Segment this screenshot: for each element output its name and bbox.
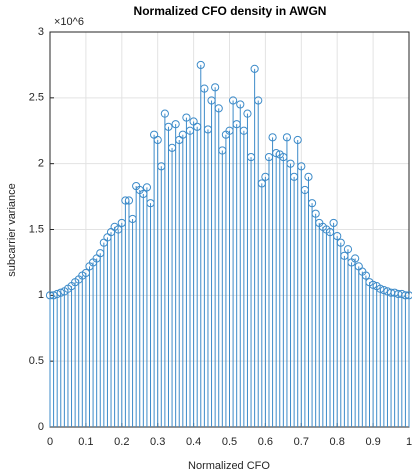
x-tick-label: 0.7 <box>294 436 309 448</box>
y-exponent: ×10^6 <box>54 16 84 28</box>
stem-marker <box>361 271 371 280</box>
stem-marker <box>182 113 191 122</box>
stem-marker <box>254 96 263 105</box>
y-tick-label: 2 <box>38 158 44 170</box>
stem-marker <box>333 231 342 241</box>
stem-marker <box>171 120 180 129</box>
stem-marker <box>214 104 223 113</box>
stem-marker <box>311 209 320 218</box>
x-tick-label: 0.4 <box>186 436 201 448</box>
x-tick-label: 0 <box>47 436 53 448</box>
y-tick-label: 2.5 <box>29 92 44 104</box>
y-tick-label: 0 <box>38 421 44 433</box>
y-axis-label: subcarrier variance <box>6 183 18 277</box>
y-tick-label: 3 <box>38 26 44 38</box>
stem-marker <box>379 285 388 295</box>
x-tick-label: 0.3 <box>150 436 165 448</box>
stem-marker <box>228 96 238 105</box>
stem-marker <box>200 84 209 93</box>
stem-marker <box>304 172 313 181</box>
y-tick-label: 1 <box>38 289 44 301</box>
x-tick-label: 1 <box>406 436 412 448</box>
stem-marker <box>351 254 360 263</box>
stem-marker <box>153 135 162 145</box>
stem-marker <box>376 284 385 293</box>
stem-marker <box>282 133 292 142</box>
stem-marker <box>268 133 277 142</box>
stem-marker <box>307 199 317 208</box>
y-tick-label: 1.5 <box>29 223 44 235</box>
x-tick-label: 0.8 <box>330 436 345 448</box>
stem-marker <box>142 183 152 192</box>
x-tick-label: 0.5 <box>222 436 237 448</box>
chart-title: Normalized CFO density in AWGN <box>134 4 327 18</box>
stem-marker <box>336 238 345 247</box>
x-tick-label: 0.1 <box>78 436 93 448</box>
x-axis-label: Normalized CFO <box>188 460 270 472</box>
stem-marker <box>286 159 295 168</box>
stem-marker <box>329 218 338 228</box>
stem-marker <box>343 245 353 254</box>
stem-marker <box>124 196 134 205</box>
x-tick-label: 0.9 <box>365 436 380 448</box>
x-tick-label: 0.2 <box>114 436 129 448</box>
stem-marker <box>236 100 245 109</box>
y-tick-label: 0.5 <box>29 355 44 367</box>
stem-marker <box>250 64 259 73</box>
stem-marker <box>211 83 220 92</box>
stem-marker <box>164 122 173 131</box>
stem-marker <box>160 109 169 118</box>
stem-marker <box>404 291 412 300</box>
stem-marker <box>369 280 378 289</box>
stem-marker <box>196 60 205 70</box>
stem-marker <box>272 149 281 158</box>
stem-marker <box>243 109 252 118</box>
stem-marker <box>297 162 306 171</box>
x-tick-label: 0.6 <box>258 436 273 448</box>
stem-marker <box>293 135 302 145</box>
